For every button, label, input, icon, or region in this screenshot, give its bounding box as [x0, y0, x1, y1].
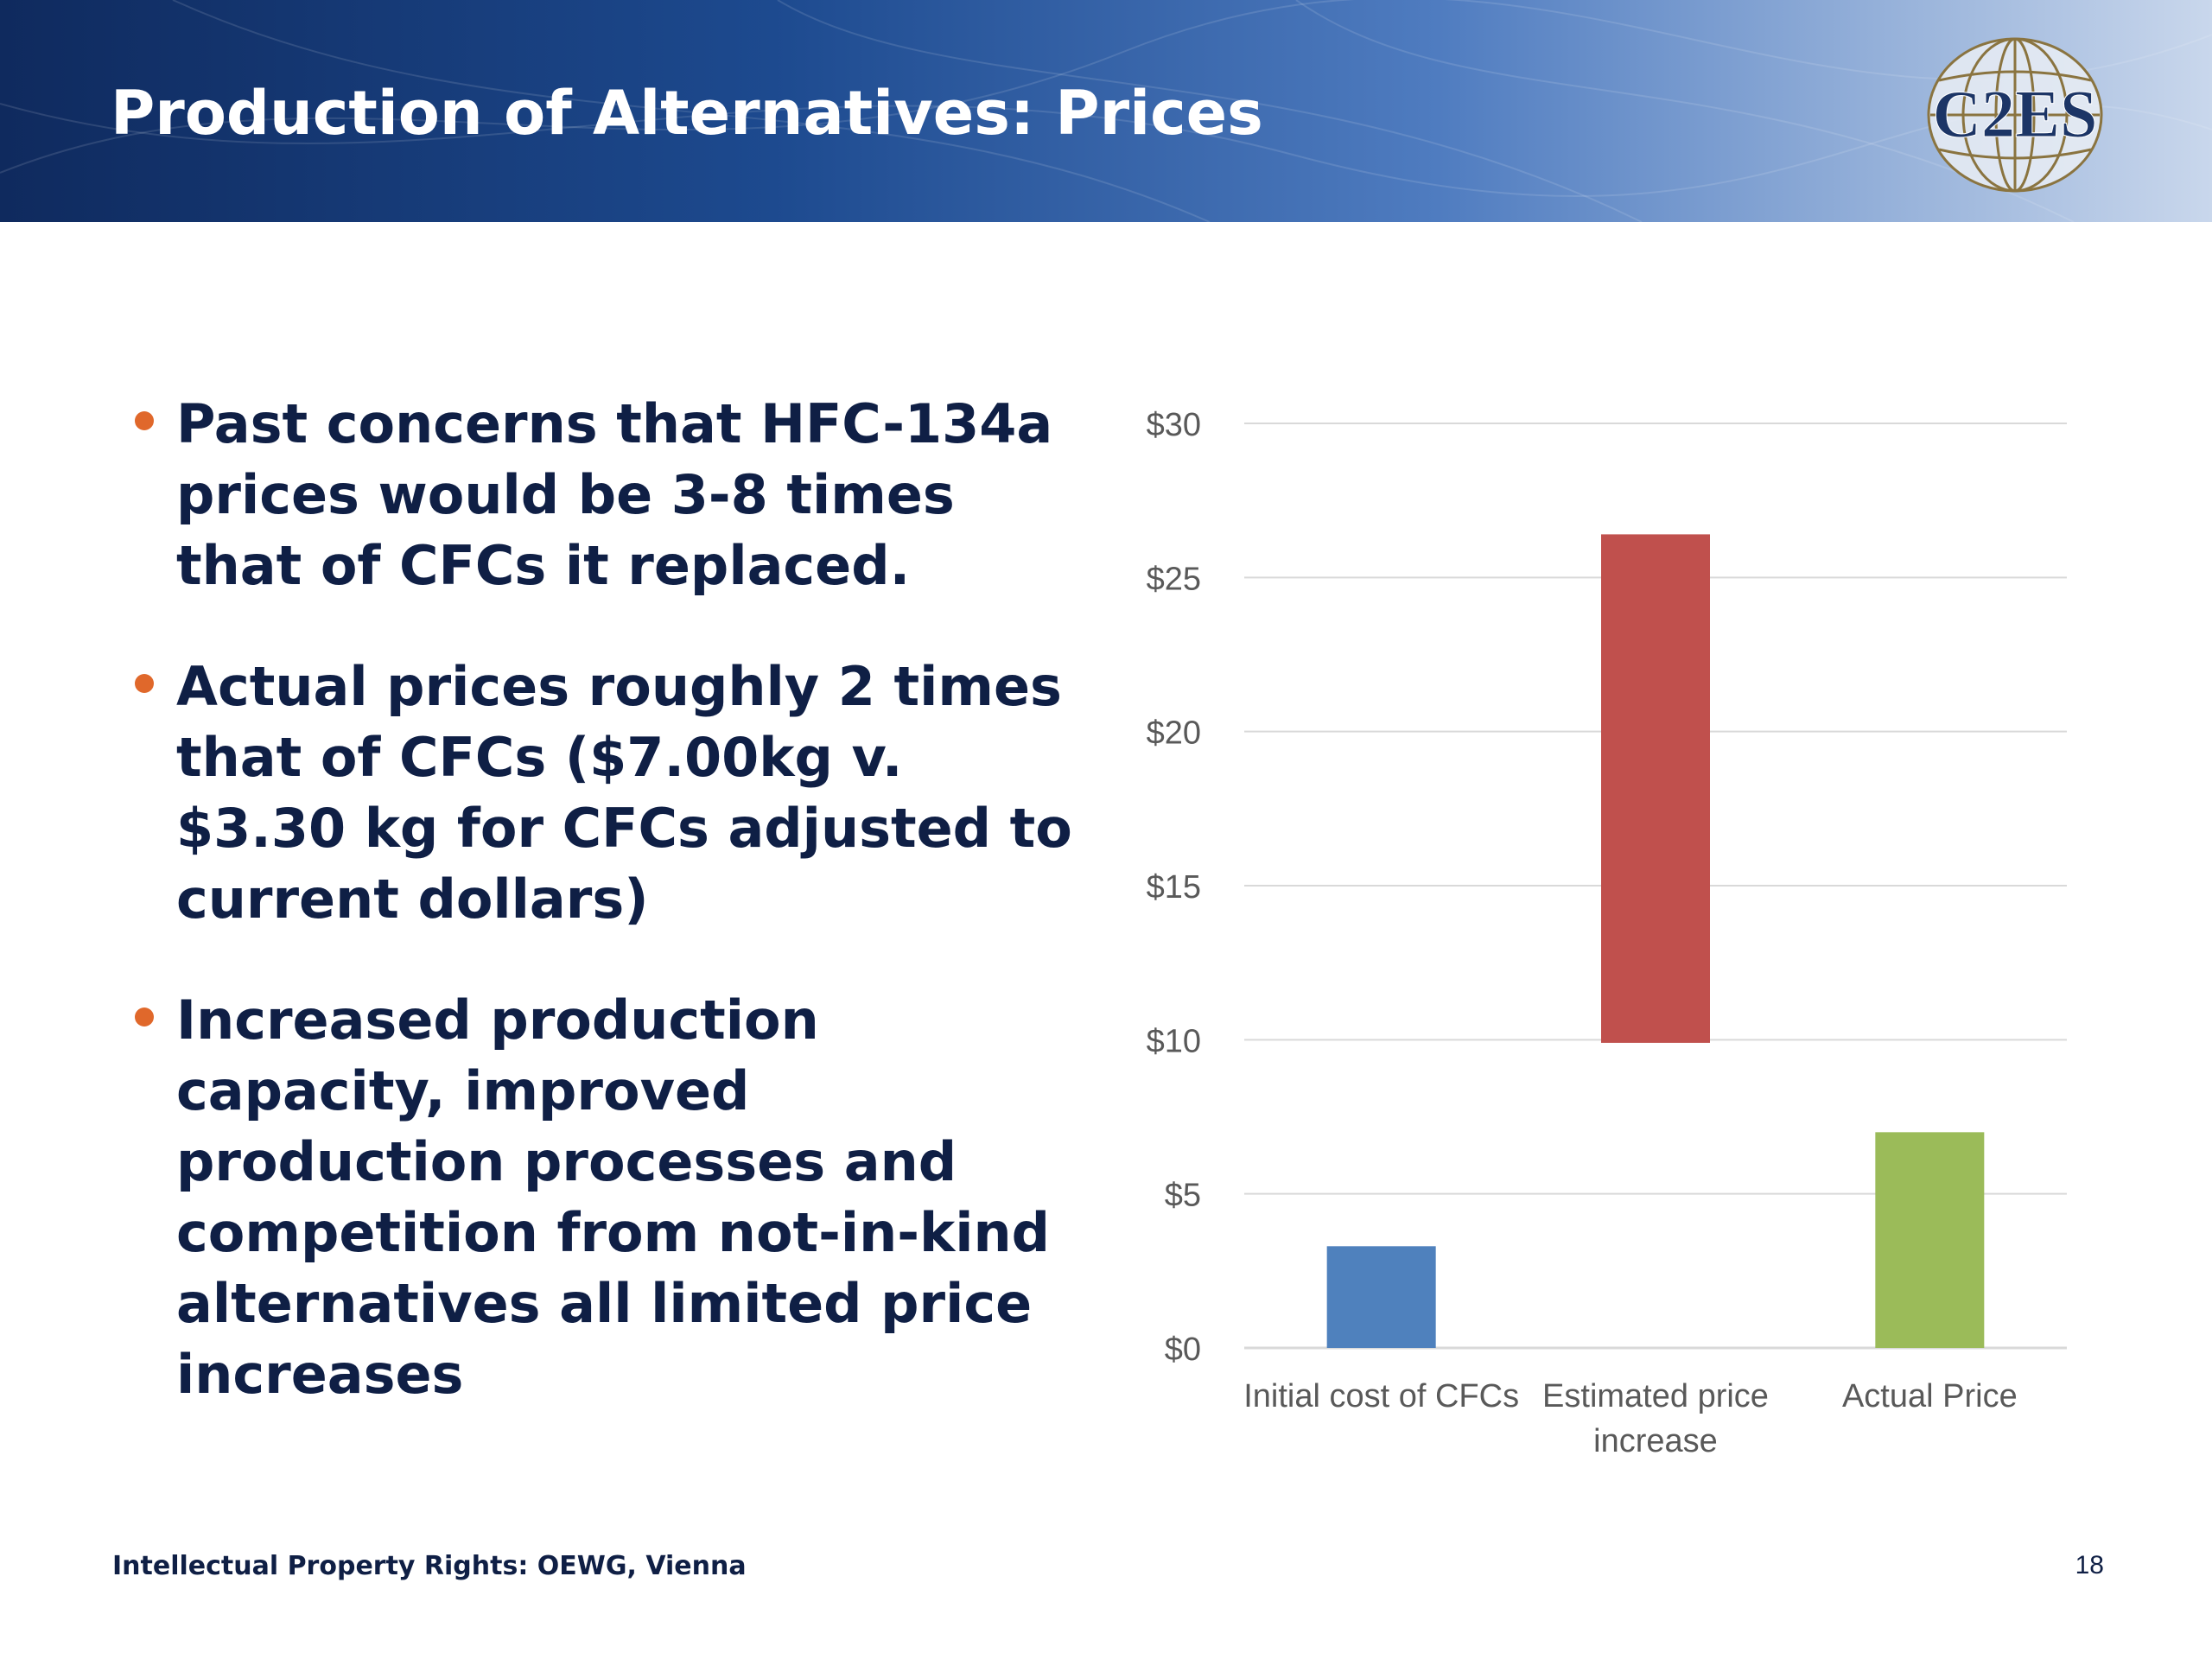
- globe-icon: [1927, 37, 2103, 193]
- bullet-item: Actual prices roughly 2 times that of CF…: [130, 652, 1089, 935]
- y-tick-label: $25: [1147, 561, 1201, 597]
- bullet-text: Increased production capacity, improved …: [176, 988, 1051, 1406]
- y-tick-label: $5: [1165, 1178, 1201, 1214]
- x-category-label: Initial cost of CFCs: [1243, 1378, 1519, 1414]
- svg-text:C2ES: C2ES: [1933, 76, 2098, 151]
- footer-text: Intellectual Property Rights: OEWG, Vien…: [112, 1551, 747, 1581]
- bullet-dot: [135, 411, 154, 430]
- x-category-label: Estimated price: [1542, 1378, 1769, 1414]
- title-banner: Production of Alternatives: Prices C2ES: [0, 0, 2212, 222]
- bullet-text: Past concerns that HFC-134a prices would…: [176, 392, 1053, 597]
- bullet-dot: [135, 674, 154, 693]
- bullet-item: Increased production capacity, improved …: [130, 985, 1089, 1410]
- page-number: 18: [2075, 1551, 2104, 1580]
- y-tick-label: $30: [1147, 407, 1201, 443]
- bar: [1875, 1132, 1985, 1348]
- y-tick-label: $10: [1147, 1023, 1201, 1059]
- x-category-label: Actual Price: [1842, 1378, 2018, 1414]
- bullet-dot: [135, 1007, 154, 1027]
- bullet-item: Past concerns that HFC-134a prices would…: [130, 389, 1089, 601]
- bar: [1326, 1246, 1436, 1348]
- y-tick-label: $15: [1147, 869, 1201, 906]
- y-tick-label: $0: [1165, 1332, 1201, 1368]
- slide-title: Production of Alternatives: Prices: [111, 78, 1263, 149]
- price-bar-chart: $0 $5 $10 $15 $20 $25 $30 Initial cost of CFCs E…: [1147, 407, 2067, 1459]
- bullet-text: Actual prices roughly 2 times that of CF…: [176, 655, 1072, 931]
- bullet-list: Past concerns that HFC-134a prices would…: [130, 389, 1089, 1460]
- c2es-logo: C2ES: [1927, 37, 2103, 193]
- y-tick-label: $20: [1147, 715, 1201, 752]
- bar: [1601, 534, 1710, 1043]
- x-category-label: increase: [1593, 1423, 1718, 1459]
